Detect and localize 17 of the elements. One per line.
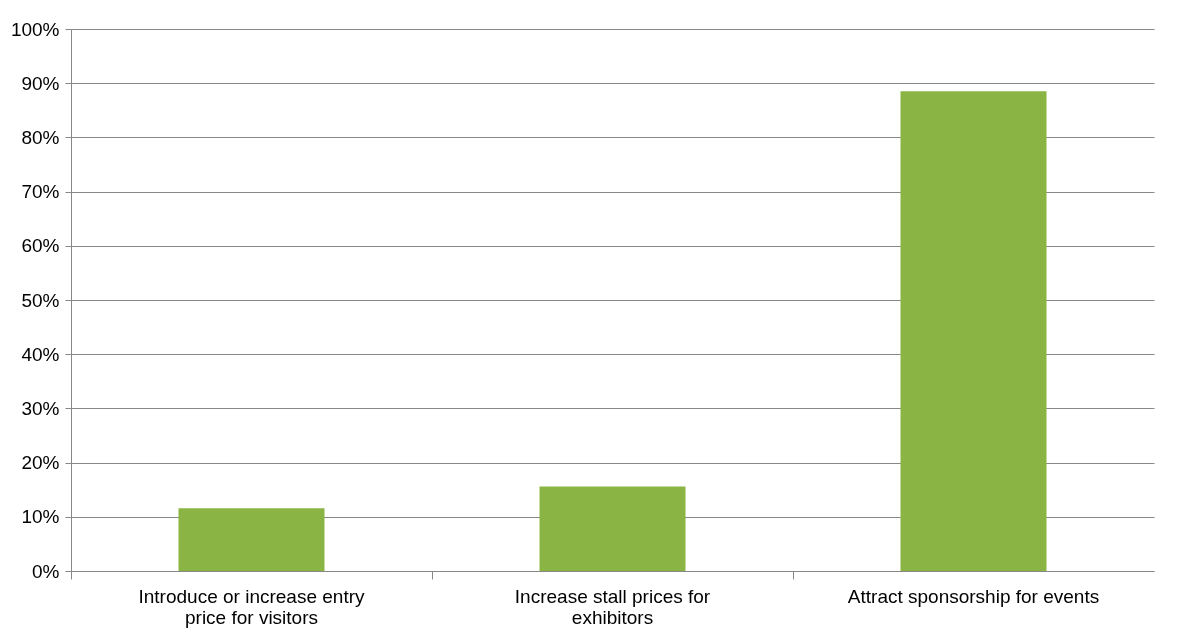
- bar: [900, 91, 1047, 571]
- y-tick-label: 0%: [32, 560, 60, 582]
- y-tick-label: 50%: [21, 289, 60, 311]
- bar: [539, 486, 686, 571]
- y-tick-label: 100%: [10, 18, 60, 40]
- y-tick-label: 20%: [21, 452, 60, 474]
- x-tick-label: Increase stall prices for exhibitors: [514, 585, 711, 628]
- x-tick-label: Attract sponsorship for events: [847, 585, 1100, 607]
- y-tick-label: 30%: [21, 397, 60, 419]
- y-tick-label: 80%: [21, 126, 60, 148]
- bar: [178, 508, 325, 571]
- y-tick-label: 70%: [21, 181, 60, 203]
- y-tick-label: 60%: [21, 235, 60, 257]
- y-tick-label: 90%: [21, 72, 60, 94]
- x-tick-label: Introduce or increase entry price for visitors: [138, 585, 365, 628]
- y-tick-label: 10%: [21, 506, 60, 528]
- y-tick-label: 40%: [21, 343, 60, 365]
